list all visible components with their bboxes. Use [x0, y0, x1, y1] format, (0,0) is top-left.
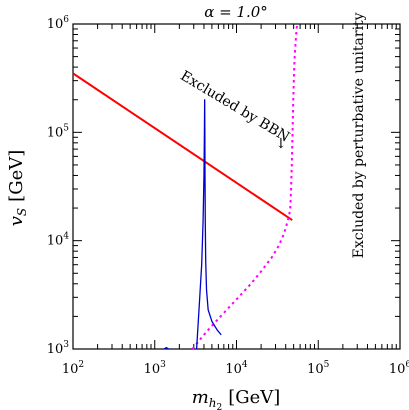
x-axis-label: mh2 [GeV] — [192, 387, 281, 410]
blue-resonance-curve — [195, 99, 222, 350]
y-axis-ticks — [73, 23, 400, 350]
bbn-annotation: Excluded by BBN — [177, 68, 292, 146]
y-tick-label: 103 — [47, 340, 70, 357]
x-tick-label: 105 — [307, 360, 330, 377]
x-tick-label: 106 — [389, 360, 409, 377]
bbn-exclusion-line — [72, 72, 293, 221]
y-tick-label: 106 — [47, 15, 70, 32]
unitarity-bound-line — [191, 23, 299, 350]
chart-title: α = 1.0° — [204, 3, 268, 21]
bbn-annotation-arrow: ↓ — [275, 136, 287, 152]
y-axis-tick-labels: 103 104 105 106 — [47, 15, 70, 357]
series-layer — [72, 23, 299, 350]
x-tick-label: 104 — [225, 360, 248, 377]
x-axis-label-unit: [GeV] — [228, 387, 280, 408]
x-axis-label-sub: h — [209, 396, 217, 410]
x-axis-ticks — [72, 24, 401, 349]
y-axis-label-main: v — [6, 216, 27, 226]
x-axis-label-subsub: 2 — [217, 403, 223, 410]
y-axis-label-unit: [GeV] — [6, 150, 27, 202]
x-tick-label: 103 — [144, 360, 167, 377]
x-axis-tick-labels: 102 103 104 105 106 — [62, 360, 409, 377]
y-axis-label-sub: S — [15, 208, 29, 216]
x-tick-label: 102 — [62, 360, 84, 377]
y-tick-label: 105 — [47, 123, 70, 140]
y-axis-label: vS [GeV] — [6, 150, 29, 226]
y-tick-label: 104 — [47, 232, 70, 249]
x-axis-label-main: m — [192, 387, 209, 408]
unitarity-annotation: Excluded by perturbative unitarity — [351, 12, 367, 258]
blue-small-bump — [163, 346, 169, 350]
